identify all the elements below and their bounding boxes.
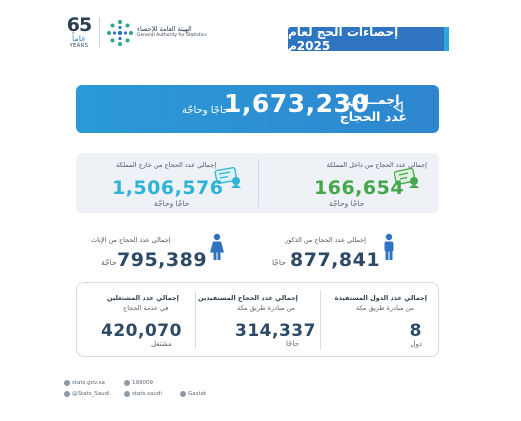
countries-title: إجمالي عدد الدول المستفيدة [334, 294, 427, 302]
logo-area: 65 عاماً YEARS الهيئة العامة للإحصاء Gen… [64, 16, 214, 50]
total-pilgrims-label: إجمــالي عدد الحجاج [340, 91, 407, 125]
brand-link[interactable]: Gastat [180, 391, 206, 397]
female-icon [210, 233, 224, 260]
title-accent [444, 27, 449, 51]
workers-subtitle: في خدمة الحجاج [123, 304, 169, 312]
domestic-label: إجمالي عدد الحجاج من داخل المملكة [326, 161, 427, 169]
female-label: إجمالي عدد الحجاج من الإناث [91, 236, 171, 244]
total-label-line1: إجمــالي [347, 92, 400, 107]
authority-name: الهيئة العامة للإحصاء General Authority … [137, 25, 217, 39]
column-divider [195, 291, 196, 349]
origin-divider [258, 159, 259, 207]
domestic-unit: حاجًا وحاجّة [329, 199, 365, 208]
workers-value: 420,070 [101, 321, 182, 341]
anniversary-en: YEARS [69, 43, 89, 49]
gastat-logo-icon [107, 20, 133, 46]
website-text: stats.gov.sa [72, 380, 105, 386]
foreign-value: 1,506,576 [112, 177, 224, 199]
authority-name-ar: الهيئة العامة للإحصاء [137, 25, 192, 33]
page-title: إحصاءات الحج لعام 2025م [288, 25, 444, 53]
total-label-line2: عدد الحجاج [339, 109, 407, 124]
domestic-value: 166,654 [314, 177, 405, 199]
domestic-id-card-icon [394, 167, 419, 188]
beneficiaries-unit: حاجًا [286, 340, 299, 348]
male-value: 877,841 [290, 249, 381, 271]
anniversary-ar: عاماً [72, 34, 86, 43]
authority-name-en: General Authority for Statistics [137, 33, 207, 38]
x-twitter-icon [64, 391, 70, 397]
countries-unit: دول [410, 340, 422, 348]
anniversary-number: 65 [66, 14, 92, 36]
countries-subtitle: من مبادرة طريق مكة [355, 304, 414, 312]
beneficiaries-subtitle: من مبادرة طريق مكة [237, 304, 296, 312]
phone-icon [124, 380, 130, 386]
male-icon [384, 233, 394, 260]
workers-unit: مشتغل [151, 340, 172, 348]
instagram-icon [124, 391, 130, 397]
origin-breakdown: إجمالي عدد الحجاج من داخل المملكة 166,65… [76, 153, 439, 213]
total-pilgrims-card: إجمــالي عدد الحجاج 1,673,230 حاجًا وحاج… [76, 85, 439, 133]
twitter-text: @Stats_Saudi [72, 391, 110, 397]
pointer-arrow-icon [393, 101, 403, 113]
male-label: إجمالي عدد الحجاج من الذكور [285, 236, 366, 244]
phone-text: 199009 [132, 380, 153, 386]
workers-title: إجمالي عدد المشتغلين [107, 294, 179, 302]
twitter-link[interactable]: @Stats_Saudi [64, 391, 110, 397]
beneficiaries-value: 314,337 [235, 321, 316, 341]
female-value: 795,389 [117, 249, 208, 271]
phone-link[interactable]: 199009 [124, 380, 153, 386]
brand-text: Gastat [188, 391, 207, 397]
beneficiaries-title: إجمالي عدد الحجاج المستفيدين [198, 294, 298, 302]
passport-ticket-icon [214, 167, 241, 188]
total-pilgrims-unit: حاجًا وحاجّة [182, 105, 230, 116]
foreign-unit: حاجًا وحاجّة [154, 199, 190, 208]
foreign-label: إجمالي عدد الحجاج من خارج المملكة [116, 161, 217, 169]
female-unit: حاجّة [101, 258, 117, 267]
instagram-text: stats.saudi [132, 391, 162, 397]
footer-contacts: stats.gov.sa 199009 @Stats_Saudi stats.s… [64, 378, 244, 404]
column-divider [320, 291, 321, 349]
male-unit: حاجًا [272, 258, 286, 267]
makkah-route-box: إجمالي عدد الدول المستفيدة من مبادرة طري… [76, 282, 439, 357]
instagram-link[interactable]: stats.saudi [124, 391, 162, 397]
countries-value: 8 [409, 321, 422, 341]
linkedin-icon [180, 391, 186, 397]
website-link[interactable]: stats.gov.sa [64, 380, 105, 386]
total-pilgrims-value: 1,673,230 [224, 89, 370, 118]
anniversary-logo: 65 عاماً YEARS [64, 16, 94, 50]
globe-icon [64, 380, 70, 386]
logo-divider [99, 18, 100, 48]
